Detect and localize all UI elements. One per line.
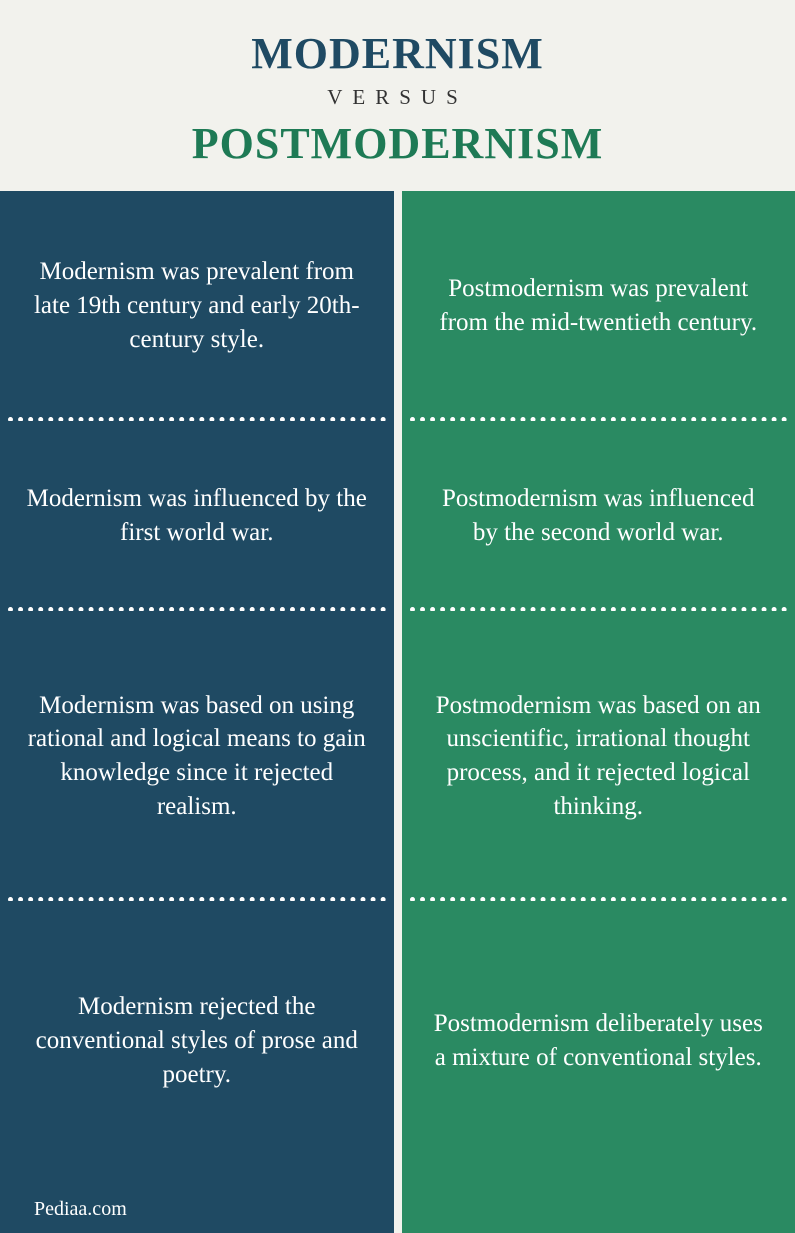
title-modernism: MODERNISM xyxy=(0,28,795,79)
modernism-cell-text-1: Modernism was prevalent from late 19th c… xyxy=(26,255,368,356)
column-postmodernism: Postmodernism was prevalent from the mid… xyxy=(402,191,795,1233)
postmodernism-cell-text-4: Postmodernism deliberately uses a mixtur… xyxy=(428,1007,770,1075)
modernism-cell-text-2: Modernism was influenced by the first wo… xyxy=(26,482,368,550)
comparison-columns: Modernism was prevalent from late 19th c… xyxy=(0,191,795,1233)
postmodernism-cell-1: Postmodernism was prevalent from the mid… xyxy=(402,191,795,421)
postmodernism-cell-text-2: Postmodernism was influenced by the seco… xyxy=(428,482,770,550)
versus-label: VERSUS xyxy=(0,85,795,110)
column-modernism: Modernism was prevalent from late 19th c… xyxy=(0,191,394,1233)
modernism-cell-2: Modernism was influenced by the first wo… xyxy=(0,421,394,611)
modernism-cell-text-4: Modernism rejected the conventional styl… xyxy=(26,990,368,1091)
modernism-cell-4: Modernism rejected the conventional styl… xyxy=(0,901,394,1181)
modernism-cell-3: Modernism was based on using rational an… xyxy=(0,611,394,901)
postmodernism-cell-text-1: Postmodernism was prevalent from the mid… xyxy=(428,272,770,340)
postmodernism-cell-2: Postmodernism was influenced by the seco… xyxy=(402,421,795,611)
modernism-cell-1: Modernism was prevalent from late 19th c… xyxy=(0,191,394,421)
source-attribution: Pediaa.com xyxy=(34,1198,127,1221)
postmodernism-cell-4: Postmodernism deliberately uses a mixtur… xyxy=(402,901,795,1181)
postmodernism-cell-3: Postmodernism was based on an unscientif… xyxy=(402,611,795,901)
header: MODERNISM VERSUS POSTMODERNISM xyxy=(0,0,795,191)
modernism-cell-text-3: Modernism was based on using rational an… xyxy=(26,689,368,824)
postmodernism-cell-text-3: Postmodernism was based on an unscientif… xyxy=(428,689,770,824)
infographic-container: MODERNISM VERSUS POSTMODERNISM Modernism… xyxy=(0,0,795,1233)
title-postmodernism: POSTMODERNISM xyxy=(0,118,795,169)
